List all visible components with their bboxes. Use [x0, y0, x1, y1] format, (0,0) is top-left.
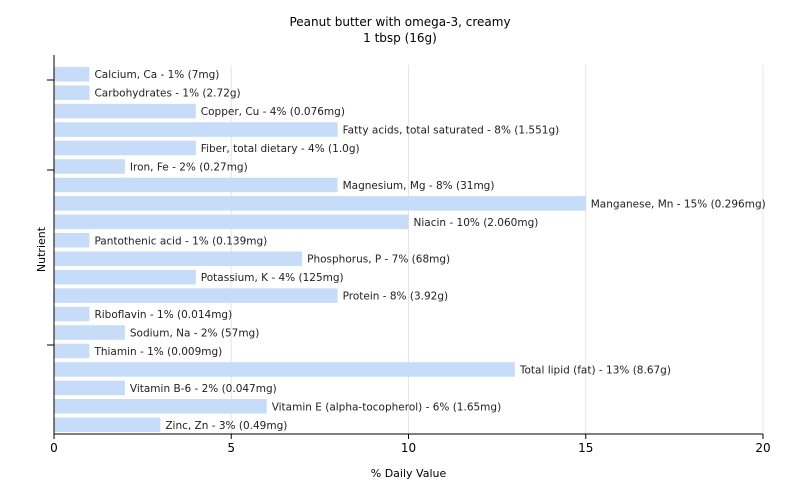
y-axis-label: Nutrient — [35, 226, 48, 272]
bar — [54, 251, 303, 266]
bar — [54, 140, 196, 156]
bar — [54, 288, 338, 303]
bar-label: Potassium, K - 4% (125mg) — [201, 272, 344, 284]
bar — [54, 417, 161, 433]
bar — [54, 233, 90, 248]
bar — [54, 122, 338, 137]
bar — [54, 103, 196, 119]
bar — [54, 66, 90, 82]
x-tick-label: 20 — [755, 441, 770, 455]
bar-label: Zinc, Zn - 3% (0.49mg) — [165, 420, 287, 432]
bar — [54, 325, 125, 340]
bar-label: Manganese, Mn - 15% (0.296mg) — [591, 198, 766, 210]
bar-label: Carbohydrates - 1% (2.72g) — [94, 88, 240, 100]
bar — [54, 196, 586, 211]
bar — [54, 343, 90, 359]
bar — [54, 306, 90, 322]
bar-label: Calcium, Ca - 1% (7mg) — [94, 69, 219, 81]
bar — [54, 399, 267, 414]
x-axis-label: % Daily Value — [371, 467, 447, 480]
bar-label: Sodium, Na - 2% (57mg) — [130, 328, 259, 340]
chart-title-block: Peanut butter with omega-3, creamy 1 tbs… — [0, 14, 800, 46]
bar-label: Vitamin B-6 - 2% (0.047mg) — [130, 383, 277, 395]
bar-label: Fatty acids, total saturated - 8% (1.551… — [343, 125, 560, 137]
bar-label: Riboflavin - 1% (0.014mg) — [94, 309, 232, 321]
bar-label: Magnesium, Mg - 8% (31mg) — [343, 180, 495, 192]
bar-label: Copper, Cu - 4% (0.076mg) — [201, 106, 345, 118]
bar — [54, 159, 125, 174]
bar — [54, 380, 125, 396]
bar-label: Protein - 8% (3.92g) — [343, 291, 449, 303]
x-tick-label: 0 — [50, 441, 58, 455]
bar — [54, 177, 338, 193]
bar — [54, 362, 515, 377]
bar-label: Vitamin E (alpha-tocopherol) - 6% (1.65m… — [272, 401, 502, 413]
bar-label: Niacin - 10% (2.060mg) — [414, 217, 539, 229]
bar-label: Iron, Fe - 2% (0.27mg) — [130, 161, 248, 173]
bar — [54, 269, 196, 285]
bar-label: Phosphorus, P - 7% (68mg) — [307, 254, 450, 266]
x-tick-label: 5 — [227, 441, 235, 455]
bar-label: Fiber, total dietary - 4% (1.0g) — [201, 143, 360, 155]
chart-title: Peanut butter with omega-3, creamy — [289, 15, 511, 29]
bar-label: Total lipid (fat) - 13% (8.67g) — [519, 364, 671, 376]
bar — [54, 214, 409, 230]
bar — [54, 85, 90, 100]
bar-label: Pantothenic acid - 1% (0.139mg) — [94, 235, 267, 247]
x-tick-label: 15 — [578, 441, 593, 455]
x-tick-label: 10 — [401, 441, 416, 455]
bar-label: Thiamin - 1% (0.009mg) — [93, 346, 222, 358]
chart-subtitle: 1 tbsp (16g) — [363, 31, 437, 45]
